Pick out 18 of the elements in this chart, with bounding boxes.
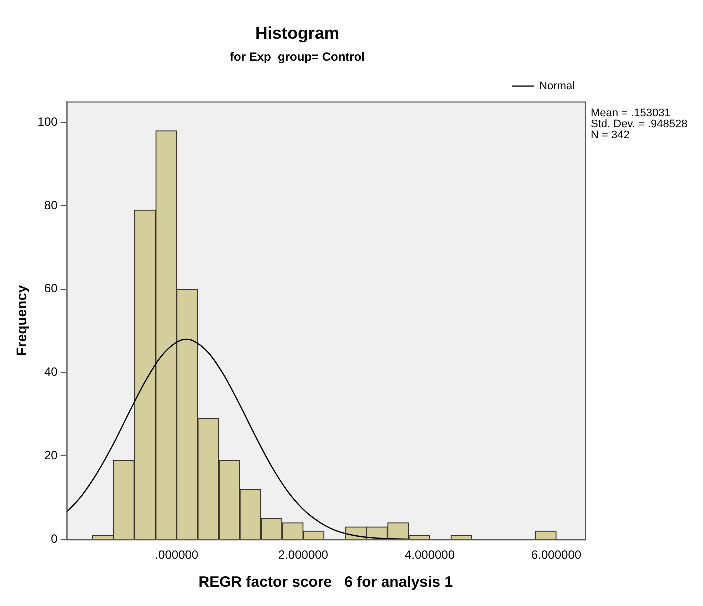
chart-subtitle: for Exp_group= Control (230, 50, 365, 64)
x-tick-label: 6.000000 (531, 548, 582, 562)
legend-label: Normal (540, 80, 576, 92)
chart-title: Histogram (255, 24, 340, 43)
y-tick-label: 0 (51, 532, 58, 546)
text: Std. Dev. = .948528 (591, 118, 688, 130)
y-tick-label: 80 (44, 198, 58, 212)
y-axis-title: Frequency (13, 285, 30, 356)
text: Mean = .153031 (591, 107, 671, 120)
x-tick-label: .000000 (155, 548, 199, 562)
y-tick-label: 60 (44, 282, 58, 296)
x-tick-label: 4.000000 (404, 548, 456, 562)
y-tick-label: 20 (44, 448, 58, 463)
y-tick-label: 100 (38, 114, 58, 129)
x-axis-title: REGR factor score 6 for analysis 1 (198, 574, 454, 592)
text: N = 342 (591, 129, 630, 142)
y-tick-label: 40 (44, 365, 58, 380)
x-tick-label: 2.000000 (278, 548, 329, 562)
